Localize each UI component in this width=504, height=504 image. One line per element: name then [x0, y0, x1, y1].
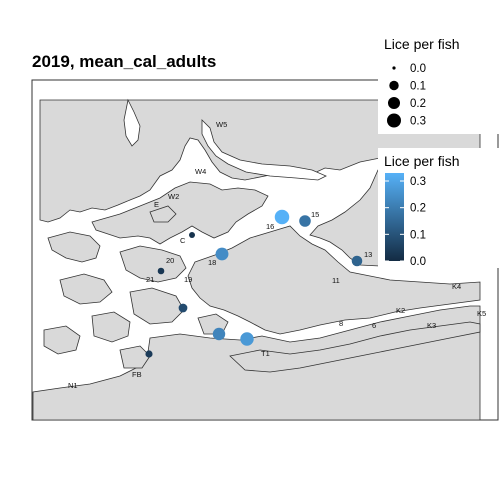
site-point-T1a — [212, 327, 226, 341]
southern-peninsula — [229, 321, 481, 373]
color-legend-tick-label: 0.0 — [410, 256, 426, 268]
west-island-e — [91, 311, 131, 343]
site-points — [145, 209, 363, 358]
west-island-b — [119, 245, 187, 283]
chart-title: 2019, mean_cal_adults — [32, 52, 217, 71]
color-legend: Lice per fish 0.3 0.2 0.1 0.0 — [378, 148, 500, 268]
site-label: 18 — [208, 258, 216, 267]
site-label: K2 — [396, 306, 405, 315]
site-label: N1 — [68, 381, 78, 390]
west-island-d — [129, 287, 185, 325]
site-label: W2 — [168, 192, 179, 201]
site-label: E — [154, 200, 159, 209]
site-label: 16 — [266, 222, 274, 231]
site-label: W4 — [195, 167, 206, 176]
site-point-21 — [157, 267, 165, 275]
color-legend-title: Lice per fish — [384, 153, 459, 169]
color-legend-tick-label: 0.1 — [410, 229, 426, 241]
site-label: K5 — [477, 309, 486, 318]
site-label: 15 — [311, 210, 319, 219]
size-legend: Lice per fish 0.0 0.1 0.2 0.3 — [378, 30, 500, 134]
central-south-land — [187, 225, 481, 335]
site-point-C — [189, 232, 195, 238]
site-point-T1b — [240, 332, 254, 346]
site-label: 13 — [364, 250, 372, 259]
site-label: 8 — [339, 319, 343, 328]
size-legend-label: 0.1 — [410, 81, 426, 93]
site-label: K4 — [452, 282, 461, 291]
size-legend-title: Lice per fish — [384, 36, 459, 52]
west-island-i — [149, 205, 177, 223]
site-label: 6 — [372, 321, 376, 330]
site-label: T1 — [261, 349, 270, 358]
site-point-FB — [145, 350, 153, 358]
site-label: 21 — [146, 275, 154, 284]
color-legend-bar — [385, 173, 404, 261]
west-island-f — [43, 325, 81, 355]
site-label: K3 — [427, 321, 436, 330]
site-point-13 — [351, 255, 363, 267]
site-label: 19 — [184, 275, 192, 284]
west-island-c — [59, 273, 113, 305]
site-label: C — [180, 236, 186, 245]
color-legend-tick-label: 0.3 — [410, 176, 426, 188]
size-legend-dot — [392, 66, 396, 70]
site-label: FB — [132, 370, 142, 379]
west-island-a — [47, 231, 101, 263]
color-legend-ticks: 0.3 0.2 0.1 0.0 — [385, 176, 426, 268]
northern-inlet — [123, 98, 141, 147]
site-label: W5 — [216, 120, 227, 129]
size-legend-dot — [389, 80, 399, 91]
northern-channel — [201, 119, 327, 181]
land-masses — [32, 98, 481, 421]
size-legend-dot — [387, 113, 401, 128]
size-legend-label: 0.2 — [410, 98, 426, 110]
west-island-g — [119, 345, 151, 369]
size-legend-items: 0.0 0.1 0.2 0.3 — [387, 63, 426, 128]
site-label: 20 — [166, 256, 174, 265]
northern-land — [39, 99, 481, 223]
site-point-19 — [178, 303, 188, 313]
size-legend-label: 0.3 — [410, 116, 426, 128]
site-point-18 — [215, 247, 229, 261]
site-point-15 — [299, 215, 311, 227]
color-legend-tick-label: 0.2 — [410, 203, 426, 215]
central-land — [91, 181, 269, 245]
site-labels: W5 W4 E W2 C 20 21 19 18 16 15 13 11 K4 K2 K5 K3 8 6 T1 FB N1 — [68, 120, 486, 390]
size-legend-dot — [387, 96, 401, 110]
size-legend-label: 0.0 — [410, 63, 426, 75]
site-label: 11 — [332, 276, 340, 285]
site-point-16 — [274, 209, 290, 225]
